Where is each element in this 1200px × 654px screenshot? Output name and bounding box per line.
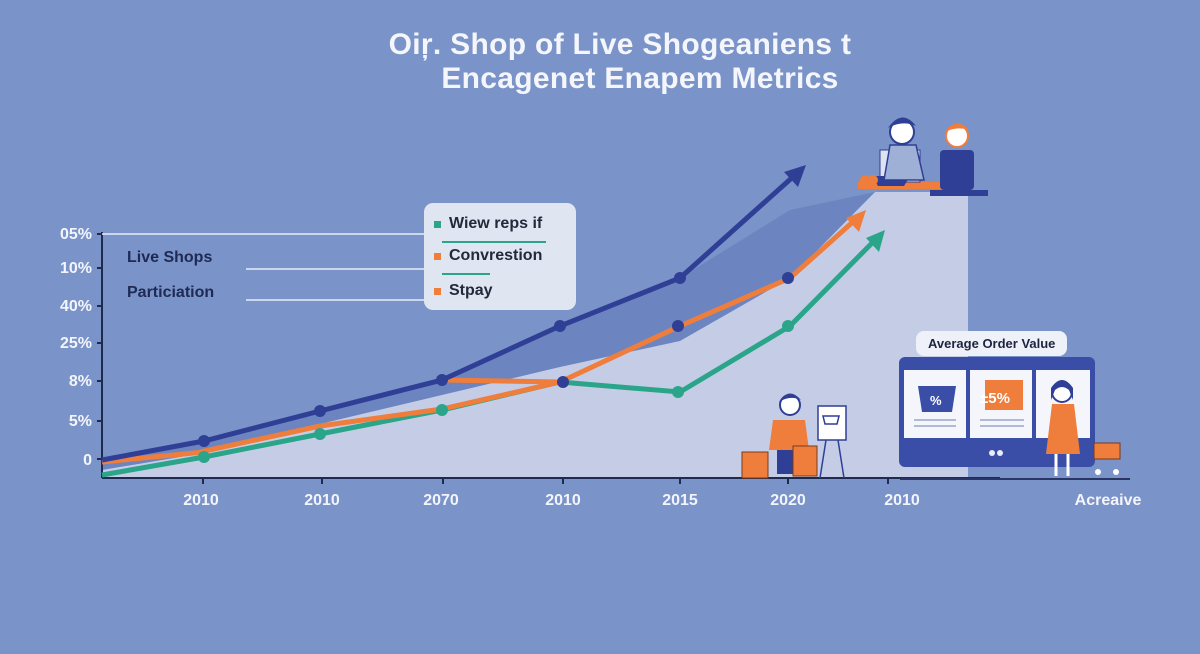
legend-swatch-orange — [434, 252, 441, 260]
x-tick-label: 2020 — [770, 492, 806, 509]
y-tick-label: 25% — [59, 335, 92, 352]
average-order-value-illustration: % ±5% — [899, 357, 1130, 480]
view-series-arrow — [866, 230, 885, 252]
y-tick-label: 8% — [68, 373, 92, 390]
legend-swatch-green — [434, 220, 441, 228]
presenter-illustration — [741, 393, 847, 479]
y-tick-label: 5% — [68, 413, 92, 430]
leader-lines — [102, 233, 424, 301]
series-label-live-shops: Live Shops — [127, 249, 213, 266]
legend-item-conversion: Convrestion — [434, 247, 542, 265]
x-tick-label: 2015 — [662, 492, 698, 509]
conversion-series-arrow — [846, 210, 866, 232]
x-tick-label: 2010 — [884, 492, 920, 509]
x-tick-label: 2070 — [423, 492, 459, 509]
legend-divider — [442, 273, 490, 275]
top-series-markers — [198, 272, 794, 447]
x-extra-label: Acreaive — [1074, 492, 1142, 509]
x-tick-label: 2010 — [183, 492, 219, 509]
view-series-markers — [198, 320, 794, 463]
top-series-arrow — [784, 165, 806, 187]
chart-title-line-2: Encagenet Enapem Metrics — [441, 62, 839, 95]
y-tick-label: 40% — [59, 298, 92, 315]
series-label-participation: Particiation — [127, 284, 215, 301]
legend-swatch-orange — [434, 287, 441, 295]
y-tick-label: 05% — [59, 226, 92, 243]
legend-label: Stpay — [449, 282, 493, 299]
svg-text:±5%: ±5% — [980, 390, 1010, 407]
chart-title-line-1: Oiŗ. Shop of Live Shogeaniens t — [388, 28, 852, 61]
team-desk-illustration — [858, 117, 988, 196]
x-ticks — [202, 478, 889, 484]
legend-item-view: Wiew reps if — [434, 215, 542, 233]
chart-legend: Wiew reps if Convrestion Stpay — [424, 203, 576, 310]
x-tick-label: 2010 — [545, 492, 581, 509]
legend-label: Convrestion — [449, 247, 543, 264]
y-ticks — [97, 233, 102, 460]
lower-area-fill — [102, 192, 968, 478]
y-tick-label: 10% — [59, 260, 92, 277]
legend-label: Wiew reps if — [449, 215, 543, 232]
legend-item-stpay: Stpay — [434, 282, 493, 300]
y-tick-label: 0 — [83, 452, 92, 469]
svg-text:%: % — [930, 393, 942, 408]
legend-divider — [442, 241, 546, 243]
average-order-value-badge: Average Order Value — [916, 331, 1068, 356]
x-tick-label: 2010 — [304, 492, 340, 509]
